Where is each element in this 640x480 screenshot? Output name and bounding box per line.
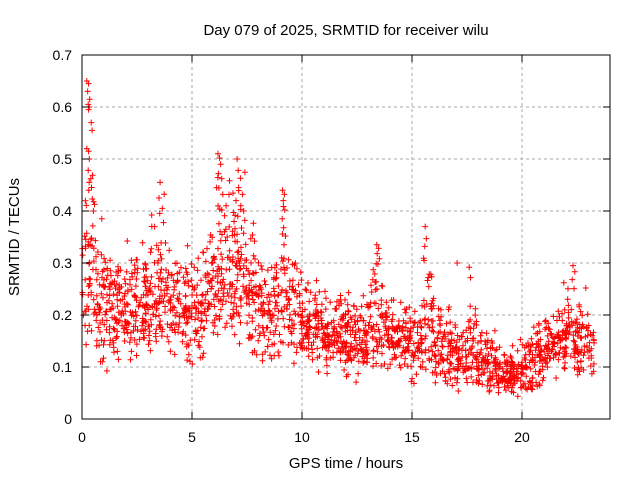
- x-tick-label: 10: [294, 429, 310, 445]
- chart-title: Day 079 of 2025, SRMTID for receiver wil…: [203, 22, 488, 39]
- scatter-points: [79, 78, 598, 400]
- y-tick-label: 0.1: [53, 359, 73, 375]
- plot-border: [81, 54, 611, 420]
- y-tick-label: 0: [64, 411, 72, 427]
- y-tick-label: 0.2: [53, 307, 73, 323]
- x-axis-label: GPS time / hours: [289, 455, 403, 472]
- data-points: [79, 78, 598, 400]
- x-tick-label: 15: [404, 429, 420, 445]
- tick-labels: 0 5 10 15 20 0 0.1 0.2 0.3 0.4 0.5 0.6 0.7: [53, 47, 530, 445]
- y-tick-label: 0.5: [53, 151, 73, 167]
- y-tick-label: 0.6: [53, 99, 73, 115]
- y-axis-label: SRMTID / TECUs: [6, 178, 23, 296]
- x-tick-label: 20: [514, 429, 530, 445]
- x-tick-label: 5: [188, 429, 196, 445]
- y-tick-label: 0.4: [53, 203, 73, 219]
- y-tick-label: 0.3: [53, 255, 73, 271]
- x-tick-label: 0: [78, 429, 86, 445]
- y-tick-label: 0.7: [53, 47, 73, 63]
